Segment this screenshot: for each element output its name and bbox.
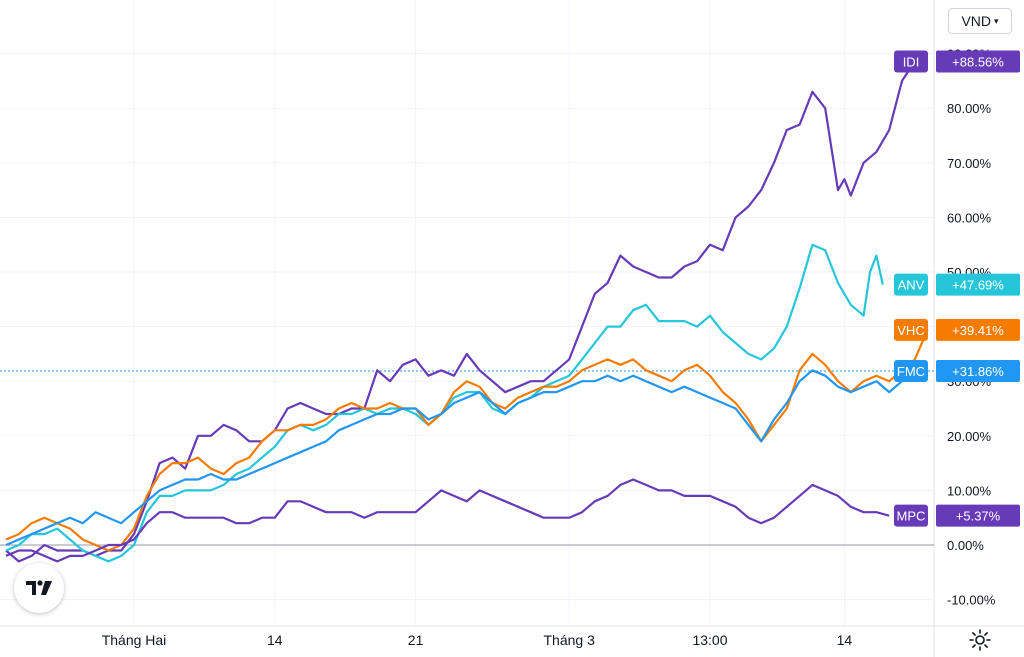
series-name-label: FMC	[897, 364, 925, 379]
series-name-label: MPC	[897, 509, 926, 524]
series-layer	[5, 60, 929, 563]
series-tag-fmc: FMC +31.86%	[894, 360, 1020, 383]
series-tag-anv: ANV +47.69%	[894, 273, 1020, 296]
y-tick-label: 0.00%	[947, 538, 984, 553]
x-tick-label: 14	[837, 632, 853, 648]
x-axis-ticks: Tháng Hai 14 21 Tháng 3 13:00 14	[102, 632, 853, 648]
series-value-label: +39.41%	[952, 323, 1004, 338]
series-tag-idi: IDI +88.56%	[894, 50, 1020, 73]
x-tick-label: Tháng Hai	[102, 632, 167, 648]
series-value-badge	[936, 360, 1020, 383]
series-tag-vhc: VHC +39.41%	[894, 318, 1020, 341]
series-line-mpc	[5, 478, 890, 563]
gear-icon[interactable]	[968, 628, 992, 652]
y-tick-label: 60.00%	[947, 210, 992, 225]
series-name-badge	[894, 504, 928, 527]
y-tick-label: -10.00%	[947, 593, 996, 608]
series-value-badge	[936, 273, 1020, 296]
series-line-idi	[5, 60, 916, 563]
series-value-badge	[936, 504, 1020, 527]
tradingview-logo-icon[interactable]	[14, 563, 64, 613]
y-tick-label: 70.00%	[947, 156, 992, 171]
series-line-vhc	[5, 329, 929, 552]
series-name-badge	[894, 50, 928, 73]
series-value-badge	[936, 50, 1020, 73]
y-tick-label: 10.00%	[947, 483, 992, 498]
y-tick-label: 80.00%	[947, 101, 992, 116]
series-line-anv	[5, 243, 884, 563]
series-tag-mpc: MPC +5.37%	[894, 504, 1020, 527]
series-name-label: VHC	[897, 323, 924, 338]
chevron-down-icon: ▾	[994, 15, 999, 26]
series-name-badge	[894, 360, 928, 383]
series-value-label: +31.86%	[952, 364, 1004, 379]
series-name-label: ANV	[898, 278, 925, 293]
series-value-label: +5.37%	[956, 509, 1001, 524]
series-line-fmc	[5, 369, 916, 547]
x-tick-label: 21	[408, 632, 424, 648]
y-tick-label: 20.00%	[947, 429, 992, 444]
x-tick-label: Tháng 3	[544, 632, 596, 648]
series-value-label: +47.69%	[952, 278, 1004, 293]
series-tags: IDI +88.56% ANV +47.69% VHC +39.41% FMC +31.86%…	[894, 50, 1020, 527]
currency-label: VND	[961, 13, 992, 29]
series-value-label: +88.56%	[952, 54, 1004, 69]
x-tick-label: 13:00	[692, 632, 727, 648]
series-name-badge	[894, 318, 928, 341]
series-name-label: IDI	[903, 54, 920, 69]
series-value-badge	[936, 318, 1020, 341]
x-tick-label: 14	[267, 632, 283, 648]
series-name-badge	[894, 273, 928, 296]
currency-selector[interactable]: VND ▾	[948, 8, 1012, 34]
grid-lines	[0, 0, 934, 626]
